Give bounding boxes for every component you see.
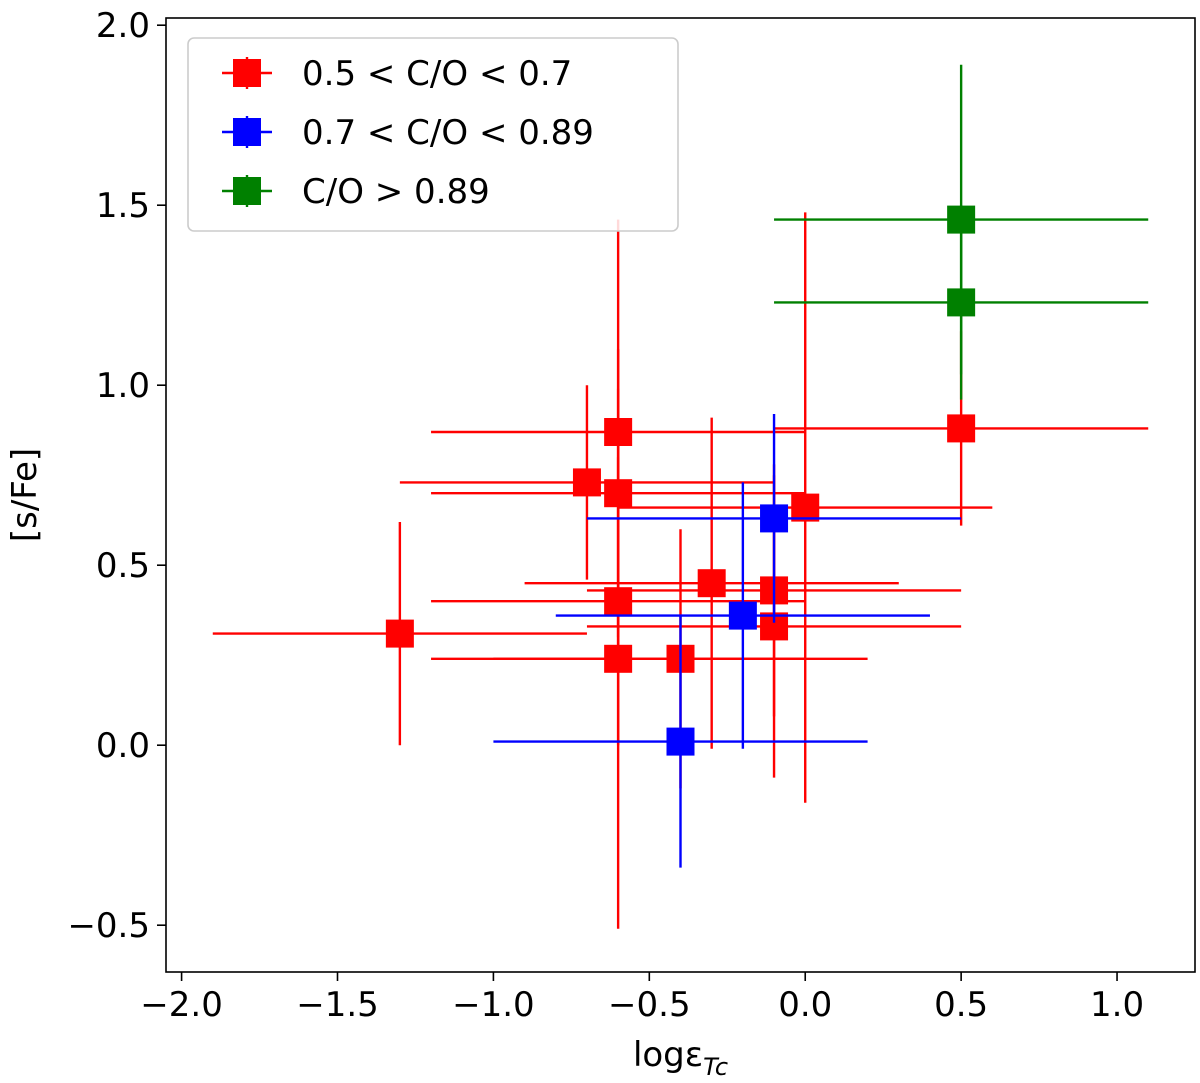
x-tick-label: −0.5 bbox=[608, 985, 691, 1025]
data-point bbox=[947, 288, 976, 317]
data-point bbox=[385, 619, 414, 648]
data-point bbox=[947, 205, 976, 234]
data-point bbox=[697, 569, 726, 598]
data-point bbox=[791, 493, 820, 522]
x-axis-label-subscript: Tc bbox=[703, 1053, 728, 1081]
y-tick-label: −0.5 bbox=[67, 906, 150, 946]
legend-marker bbox=[233, 118, 261, 146]
data-point bbox=[947, 414, 976, 443]
legend-label: C/O > 0.89 bbox=[302, 172, 490, 212]
series-1 bbox=[493, 414, 962, 868]
x-tick-label: −1.0 bbox=[452, 985, 535, 1025]
y-axis: −0.5 0.0 0.5 1.0 1.5 2.0 bbox=[67, 6, 166, 946]
x-tick-label: 1.0 bbox=[1090, 985, 1144, 1025]
legend-marker bbox=[233, 59, 261, 87]
y-tick-label: 1.5 bbox=[96, 186, 150, 226]
data-point bbox=[604, 644, 633, 673]
plot-frame bbox=[165, 17, 1196, 973]
data-layer bbox=[212, 64, 1149, 929]
x-tick-label: −2.0 bbox=[140, 985, 223, 1025]
legend-marker bbox=[233, 177, 261, 205]
x-axis: −2.0 −1.5 −1.0 −0.5 0.0 0.5 1.0 bbox=[140, 972, 1144, 1025]
y-tick-label: 0.5 bbox=[96, 546, 150, 586]
legend-label: 0.5 < C/O < 0.7 bbox=[302, 54, 572, 94]
data-point bbox=[666, 727, 695, 756]
x-tick-label: 0.5 bbox=[934, 985, 988, 1025]
series-2 bbox=[774, 64, 1149, 400]
x-tick-label: −1.5 bbox=[296, 985, 379, 1025]
y-axis-label: [s/Fe] bbox=[5, 448, 45, 542]
y-tick-label: 0.0 bbox=[96, 726, 150, 766]
legend-label: 0.7 < C/O < 0.89 bbox=[302, 113, 594, 153]
x-axis-label: logεTc bbox=[633, 1035, 728, 1081]
legend-entry: C/O > 0.89 bbox=[222, 172, 490, 212]
data-point bbox=[604, 479, 633, 508]
y-tick-label: 1.0 bbox=[96, 366, 150, 406]
x-axis-label-main: logε bbox=[633, 1035, 703, 1075]
legend-box bbox=[187, 37, 679, 232]
data-point bbox=[728, 601, 757, 630]
data-point bbox=[760, 504, 789, 533]
x-tick-label: 0.0 bbox=[778, 985, 832, 1025]
data-point bbox=[604, 587, 633, 616]
legend: 0.5 < C/O < 0.7 0.7 < C/O < 0.89 C/O > 0.8… bbox=[187, 37, 679, 232]
legend-entry: 0.7 < C/O < 0.89 bbox=[222, 113, 594, 153]
y-tick-label: 2.0 bbox=[96, 6, 150, 46]
data-point bbox=[604, 418, 633, 446]
legend-entry: 0.5 < C/O < 0.7 bbox=[222, 54, 572, 94]
data-point bbox=[572, 468, 601, 497]
